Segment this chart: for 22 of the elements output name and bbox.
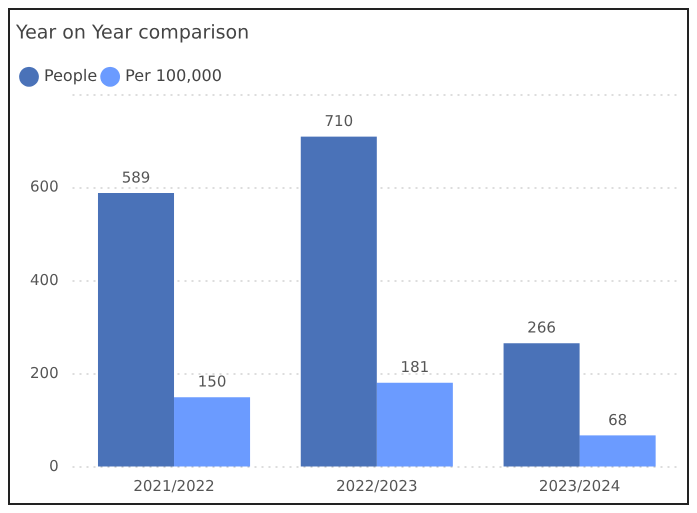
- x-tick-label: 2021/2022: [133, 476, 215, 495]
- bar: [98, 192, 174, 466]
- bar: [174, 397, 250, 466]
- bar: [376, 382, 453, 466]
- y-tick-label: 400: [30, 270, 59, 289]
- legend-label: Per 100,000: [125, 66, 222, 85]
- y-tick-label: 600: [30, 178, 59, 196]
- y-tick-label: 0: [49, 456, 59, 475]
- y-tick-label: 200: [30, 364, 59, 382]
- chart-title: Year on Year comparison: [15, 21, 250, 44]
- data-label: 68: [608, 410, 628, 429]
- x-tick-label: 2023/2024: [538, 476, 620, 495]
- data-label: 150: [198, 372, 226, 391]
- data-label: 589: [122, 168, 150, 186]
- bar: [504, 343, 580, 466]
- bar: [300, 136, 377, 466]
- legend-label: People: [44, 66, 98, 85]
- data-label: 710: [324, 112, 354, 130]
- bar: [580, 435, 656, 466]
- x-tick-label: 2022/2023: [336, 476, 418, 495]
- data-label: 266: [527, 318, 556, 337]
- data-label: 181: [400, 358, 430, 376]
